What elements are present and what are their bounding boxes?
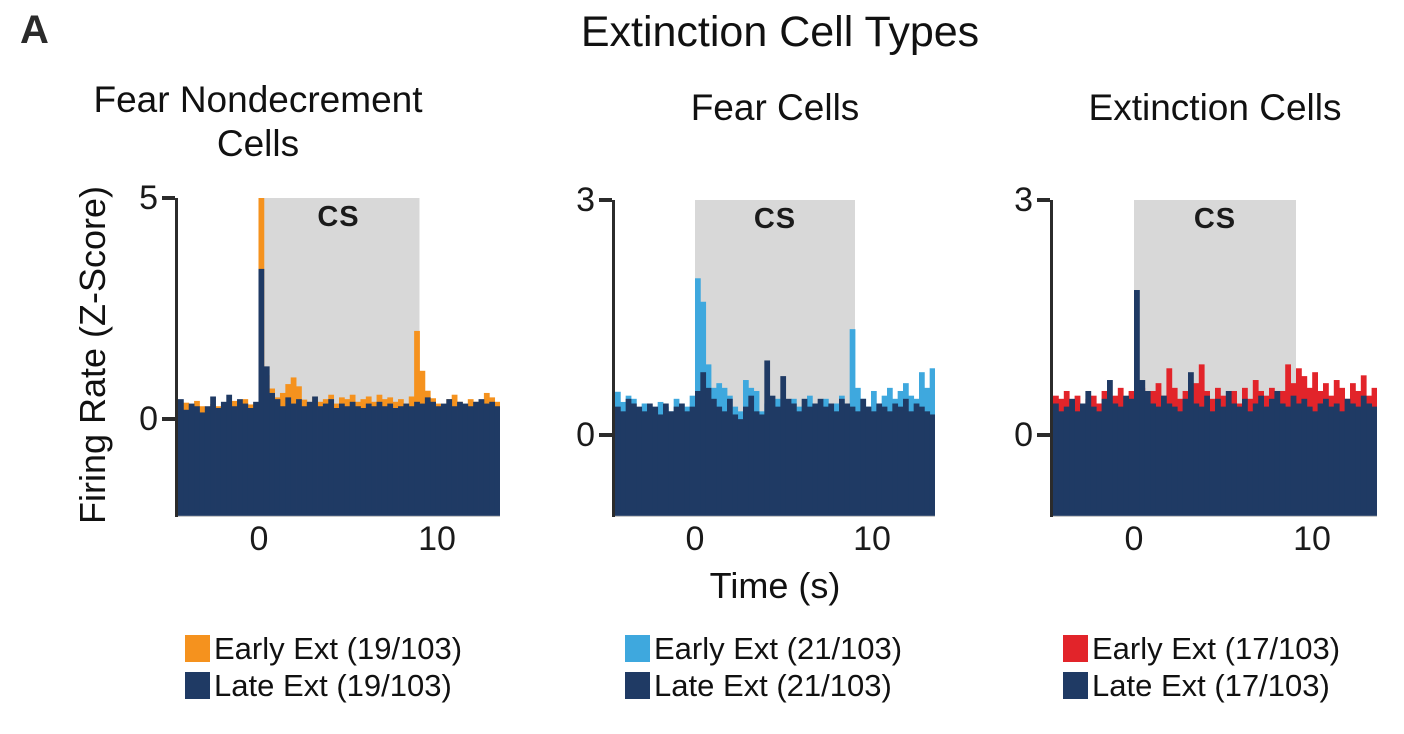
legend-row-early: Early Ext (17/103): [1063, 630, 1341, 666]
y-axis-line: [1050, 200, 1053, 517]
y-tick-label-max: 3: [1014, 181, 1033, 219]
subplot-title: Fear Nondecrement Cells: [78, 78, 438, 166]
late-ext-swatch: [1063, 671, 1088, 699]
cs-period-label: CS: [317, 201, 360, 233]
x-tick-label-10: 10: [418, 520, 456, 558]
figure-title: Extinction Cell Types: [580, 8, 980, 56]
late-ext-swatch: [185, 671, 210, 699]
subplot-fear-cells: Fear Cells 3 0 CS 0 10: [576, 87, 935, 557]
subplot-title-line1: Fear Cells: [690, 87, 860, 128]
legend-extinction-cells: Early Ext (17/103) Late Ext (17/103): [1063, 633, 1340, 707]
legend-label: Late Ext (17/103): [1092, 667, 1330, 703]
y-tick-max: [1037, 198, 1050, 202]
cs-period-label: CS: [753, 203, 797, 235]
legend-label: Early Ext (21/103): [654, 630, 903, 666]
y-tick-zero: [1037, 433, 1050, 437]
subplot-title-line2: Cells: [216, 123, 300, 164]
y-tick-max: [162, 196, 175, 200]
y-axis-line: [612, 200, 615, 517]
legend-label: Late Ext (19/103): [214, 667, 452, 703]
y-tick-label-max: 5: [139, 179, 158, 217]
histogram-canvas: [178, 198, 500, 517]
legend-fear-nondecrement: Early Ext (19/103) Late Ext (19/103): [185, 633, 462, 707]
y-axis-label: Firing Rate (Z-Score): [72, 185, 113, 525]
subplot-extinction-cells: Extinction Cells 3 0 CS 0 10: [1014, 87, 1377, 557]
early-ext-swatch: [625, 634, 650, 662]
y-tick-zero: [599, 433, 612, 437]
x-tick-label-10: 10: [1293, 520, 1331, 558]
subplot-title: Extinction Cells: [1035, 86, 1395, 130]
subplot-fear-nondecrement-cells: Fear Nondecrement Cells 5 0 CS 10 0: [93, 79, 500, 557]
early-ext-swatch: [1063, 634, 1088, 662]
legend-row-late: Late Ext (21/103): [625, 667, 902, 703]
y-tick-label-zero: 0: [139, 400, 158, 438]
early-ext-swatch: [185, 634, 210, 662]
legend-label: Early Ext (19/103): [214, 630, 463, 666]
panel-label: A: [20, 8, 49, 52]
legend-fear-cells: Early Ext (21/103) Late Ext (21/103): [625, 633, 902, 707]
subplot-title-line1: Extinction Cells: [1088, 87, 1342, 128]
subplot-title: Fear Cells: [595, 86, 955, 130]
late-ext-swatch: [625, 671, 650, 699]
cs-period-label: CS: [1193, 203, 1237, 235]
y-axis-line: [175, 198, 178, 517]
legend-row-late: Late Ext (17/103): [1063, 667, 1340, 703]
legend-label: Early Ext (17/103): [1092, 630, 1341, 666]
subplot-title-line1: Fear Nondecrement: [93, 79, 423, 120]
y-tick-max: [599, 198, 612, 202]
x-tick-label-0: 0: [249, 520, 269, 558]
legend-row-early: Early Ext (19/103): [185, 630, 463, 666]
x-tick-label-0: 0: [685, 520, 705, 558]
y-tick-label-max: 3: [576, 181, 595, 219]
legend-label: Late Ext (21/103): [654, 667, 892, 703]
histogram-canvas: [615, 200, 935, 517]
y-tick-zero: [162, 417, 175, 421]
x-axis-label: Time (s): [709, 565, 841, 606]
x-tick-label-10: 10: [853, 520, 891, 558]
y-tick-label-zero: 0: [576, 416, 595, 454]
x-tick-label-0: 0: [1124, 520, 1144, 558]
y-tick-label-zero: 0: [1014, 416, 1033, 454]
legend-row-late: Late Ext (19/103): [185, 667, 462, 703]
legend-row-early: Early Ext (21/103): [625, 630, 903, 666]
histogram-canvas: [1053, 200, 1377, 517]
